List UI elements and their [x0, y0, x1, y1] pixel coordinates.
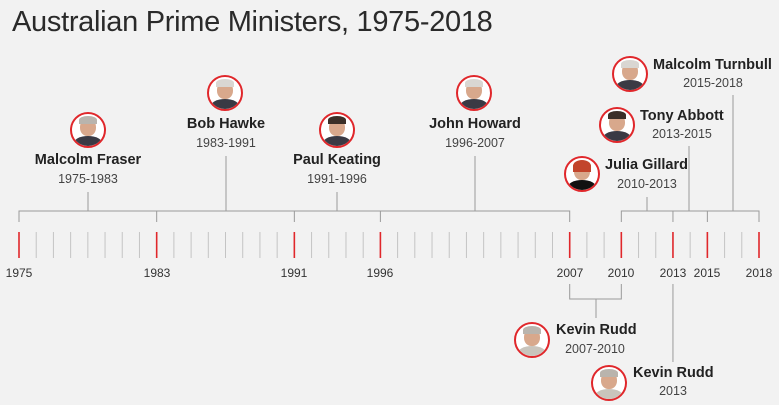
pm-years-bob-hawke: 1983-1991 [196, 136, 256, 150]
portrait-icon [456, 75, 492, 111]
portrait-icon [514, 322, 550, 358]
portrait-icon [591, 365, 627, 401]
pm-name-julia-gillard: Julia Gillard [605, 157, 688, 173]
timeline-connectors [18, 95, 760, 362]
page-title: Australian Prime Ministers, 1975-2018 [12, 6, 493, 38]
pm-years-julia-gillard: 2010-2013 [617, 177, 677, 191]
bracket-rudd-2007 [569, 284, 622, 300]
portrait-icon [564, 156, 600, 192]
bracket-fraser [18, 210, 158, 222]
year-label-2007: 2007 [556, 266, 584, 280]
pm-name-paul-keating: Paul Keating [293, 152, 381, 168]
pm-name-kevin-rudd-2007: Kevin Rudd [556, 322, 637, 338]
year-label-2010: 2010 [607, 266, 635, 280]
pm-years-john-howard: 1996-2007 [445, 136, 505, 150]
portrait-icon [319, 112, 355, 148]
portrait-icon [207, 75, 243, 111]
pm-name-bob-hawke: Bob Hawke [186, 116, 266, 132]
year-label-2015: 2015 [693, 266, 721, 280]
pm-name-kevin-rudd-2013: Kevin Rudd [633, 365, 714, 381]
portrait-icon [612, 56, 648, 92]
pm-name-john-howard: John Howard [429, 116, 521, 132]
year-label-2013: 2013 [659, 266, 687, 280]
bracket-hawke [156, 210, 295, 222]
year-label-1996: 1996 [366, 266, 394, 280]
bracket-turnbull [707, 210, 760, 222]
timeline-ticks [18, 232, 760, 258]
bracket-abbott [672, 210, 708, 222]
year-label-1983: 1983 [143, 266, 171, 280]
pm-years-kevin-rudd-2007: 2007-2010 [565, 342, 625, 356]
pm-years-tony-abbott: 2013-2015 [652, 127, 712, 141]
pm-name-malcolm-fraser: Malcolm Fraser [34, 152, 142, 168]
pm-years-malcolm-fraser: 1975-1983 [58, 172, 118, 186]
pm-name-tony-abbott: Tony Abbott [640, 108, 724, 124]
year-label-1991: 1991 [280, 266, 308, 280]
portrait-icon [70, 112, 106, 148]
year-label-2018: 2018 [745, 266, 773, 280]
pm-years-paul-keating: 1991-1996 [307, 172, 367, 186]
pm-years-kevin-rudd-2013: 2013 [659, 384, 687, 398]
bracket-gillard [620, 210, 674, 222]
pm-name-malcolm-turnbull: Malcolm Turnbull [653, 57, 772, 73]
portrait-icon [599, 107, 635, 143]
pm-years-malcolm-turnbull: 2015-2018 [683, 76, 743, 90]
year-label-1975: 1975 [5, 266, 33, 280]
bracket-keating [294, 210, 381, 222]
bracket-howard [380, 210, 571, 222]
